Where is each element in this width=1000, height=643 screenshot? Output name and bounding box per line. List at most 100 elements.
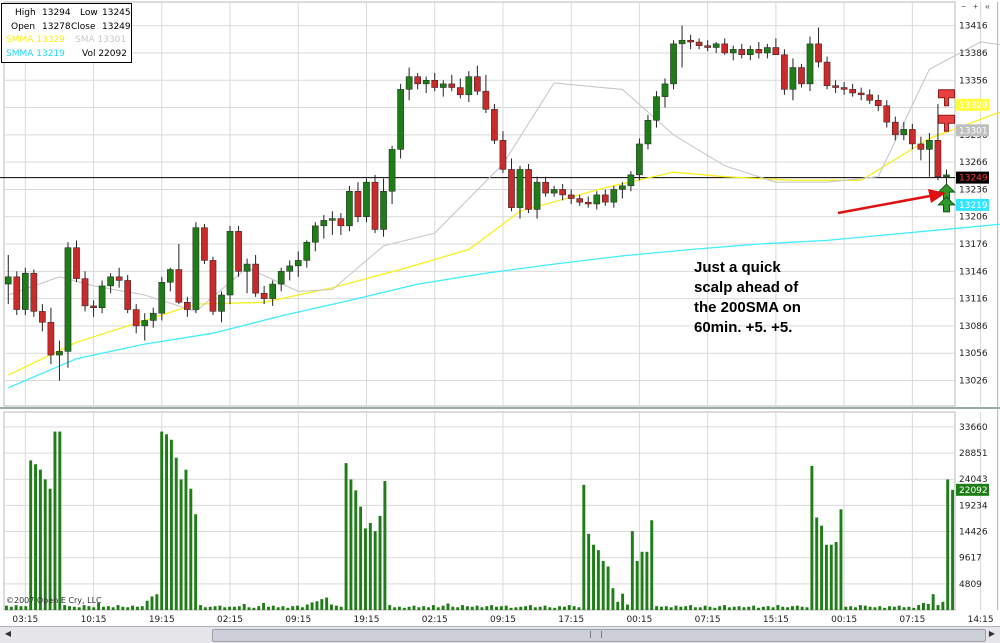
volume-bar [897,605,901,610]
candle-body [260,292,268,299]
volume-bar [97,602,101,610]
annotation-line-4: 60min. +5. +5. [694,319,793,336]
candle-body [661,83,669,97]
volume-bar [126,607,130,610]
legend-volume: Vol 22092 [82,49,127,59]
x-tick-label: 00:15 [626,615,652,625]
candle-body [559,189,566,196]
volume-bar [888,606,891,610]
candle-body [346,191,353,227]
volume-bar [300,607,304,610]
x-tick-label: 17:15 [558,615,584,625]
volume-bar [480,607,484,610]
volume-bar [645,551,649,610]
legend-smma-cyan: SMMA 13219 [6,49,65,59]
candle-body [132,309,140,327]
annotation-line-2: scalp ahead of [694,279,799,296]
volume-bar [373,531,377,610]
candle-body [636,143,643,176]
candle-body [840,87,848,90]
volume-bar [436,607,440,610]
volume-bar [509,607,513,610]
volume-bar [495,606,498,610]
volume-bar [102,606,105,610]
scroll-right-button[interactable]: ▶ [988,629,996,638]
candle-body [107,276,114,287]
volume-bar [213,606,217,610]
candle-body [891,121,899,136]
volume-bar [169,439,173,610]
volume-bar [795,605,799,610]
candle-body [874,100,882,106]
candle-body [491,109,498,141]
candle-body [439,83,447,88]
volume-tick-label: 19234 [959,501,988,511]
volume-bar [378,515,382,610]
volume-bar [786,607,790,610]
candle-body [388,149,396,192]
candle-body [815,43,822,63]
volume-bar [296,605,300,610]
volume-bar [431,605,435,610]
volume-bar [242,604,246,610]
volume-bar [145,600,149,610]
volume-bar [160,431,164,610]
volume-bar [4,605,8,610]
candle-body [81,278,89,307]
volume-bar [504,605,508,610]
volume-bar [310,602,314,610]
volume-bar [38,469,42,610]
axes: 03:15 10:15 19:15 02:15 09:15 19:15 02:15 09:15… [12,22,993,625]
volume-bar [946,479,950,610]
volume-bar [368,522,372,610]
candle-body [39,311,46,323]
price-tick-label: 13176 [959,240,988,250]
volume-bar [359,506,363,610]
candle-body [584,201,592,205]
volume-bar [936,605,940,610]
chart-canvas[interactable]: 03:15 10:15 19:15 02:15 09:15 19:15 02:15 09:15… [0,0,1000,626]
volume-bar [63,605,67,610]
legend-low-value: 13245 [102,8,131,18]
volume-bar [689,605,693,610]
volume-bar [752,605,756,610]
volume-bar [543,605,547,610]
volume-bar [834,542,838,610]
volume-bar [844,606,848,610]
price-tick-label: 13206 [959,213,988,223]
volume-bar [218,605,222,610]
volume-bar [630,531,634,610]
price-tag [956,171,989,184]
volume-bar [58,431,62,610]
candle-body [124,280,131,310]
volume-bar [723,605,726,610]
scroll-start-button[interactable]: « [985,2,990,11]
trade-markers [837,89,956,215]
scroll-left-button[interactable]: ◀ [4,629,12,638]
volume-bar [747,606,751,610]
volume-bar [820,525,824,610]
legend-open-label: Open [11,22,36,32]
smma-yellow-line [8,111,1000,376]
candle-body [883,105,891,123]
volume-bar [727,607,731,610]
volume-bar [873,607,877,610]
volume-bar [305,604,309,610]
volume-bar [247,607,251,610]
candle-body [218,294,225,312]
candle-body [98,285,106,308]
candle-body [849,89,856,94]
volume-bar [291,606,295,610]
legend-low-label: Low [80,8,98,18]
volume-bar [266,606,270,610]
zoom-out-button[interactable]: − [961,2,966,11]
volume-bar [601,561,605,610]
candle-body [772,47,780,56]
candle-body [857,92,865,96]
zoom-in-button[interactable]: + [973,2,978,11]
volume-bar [562,606,566,610]
candle-body [73,247,80,279]
candle-body [525,169,532,210]
x-tick-label: 19:15 [354,615,380,625]
volume-bar [354,490,358,610]
